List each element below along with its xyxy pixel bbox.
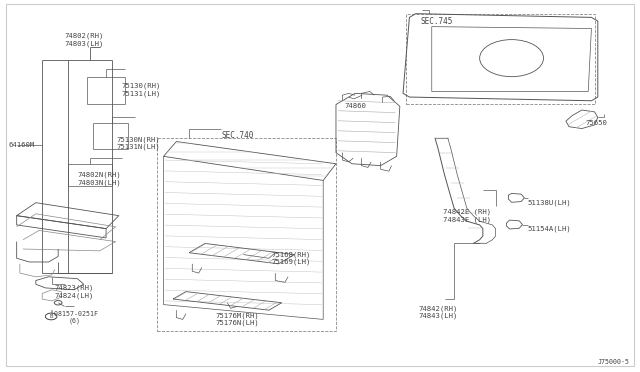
Bar (157, 138, 336, 331)
Text: 75168(RH)
75169(LH): 75168(RH) 75169(LH) (271, 251, 311, 265)
Text: 75130(RH)
75131(LH): 75130(RH) 75131(LH) (122, 83, 161, 97)
Text: 74823(RH)
74824(LH): 74823(RH) 74824(LH) (54, 285, 94, 299)
Text: 74802N(RH)
74803N(LH): 74802N(RH) 74803N(LH) (78, 171, 122, 186)
Text: SEC.745: SEC.745 (421, 17, 453, 26)
Text: 75130N(RH)
75131N(LH): 75130N(RH) 75131N(LH) (116, 137, 160, 150)
Text: 74842E (RH)
74843E (LH): 74842E (RH) 74843E (LH) (443, 209, 491, 223)
Text: 51138U(LH): 51138U(LH) (527, 199, 572, 206)
Text: J75000·5: J75000·5 (598, 359, 630, 365)
Text: 51154A(LH): 51154A(LH) (527, 225, 572, 232)
Text: 75176M(RH)
75176N(LH): 75176M(RH) 75176N(LH) (215, 312, 259, 326)
Bar (406, 14, 595, 105)
Text: 74860: 74860 (344, 103, 366, 109)
Text: 74842(RH)
74843(LH): 74842(RH) 74843(LH) (419, 305, 458, 319)
Text: 75650: 75650 (585, 120, 607, 126)
Text: °08157-0251F
(6): °08157-0251F (6) (50, 311, 98, 324)
Text: 74802(RH)
74803(LH): 74802(RH) 74803(LH) (64, 33, 104, 46)
Text: 64160M: 64160M (8, 142, 35, 148)
Text: B: B (49, 314, 52, 319)
Text: SEC.740: SEC.740 (221, 131, 253, 141)
